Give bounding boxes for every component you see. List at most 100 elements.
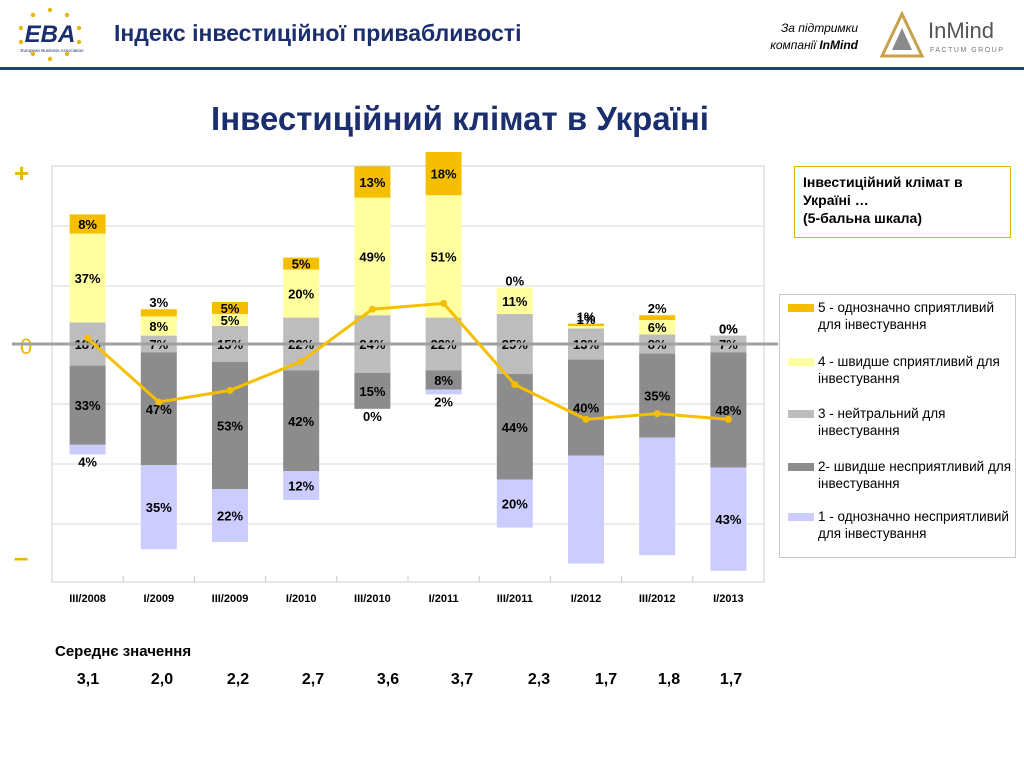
- bar-segment: [710, 352, 747, 468]
- average-point: [84, 334, 92, 342]
- legend-label: 3 - нейтральний для інвестування: [818, 406, 946, 438]
- average-line: [86, 301, 729, 421]
- data-label: 18%: [431, 167, 457, 182]
- data-label: 48%: [715, 403, 741, 418]
- legend-swatch: [788, 463, 814, 471]
- data-label: 44%: [502, 420, 528, 435]
- data-label: 49%: [359, 249, 385, 264]
- data-label: 13%: [359, 175, 385, 190]
- data-label: 20%: [502, 497, 528, 512]
- bar-segment: [212, 314, 248, 326]
- data-label: 33%: [75, 398, 101, 413]
- legend-label: 4 - швидше сприятливий для інвестування: [818, 354, 1000, 386]
- bar-segment: [425, 195, 462, 318]
- average-point: [653, 410, 661, 418]
- data-label: 5%: [292, 257, 311, 272]
- data-label: 8%: [149, 319, 168, 334]
- data-label: 42%: [288, 414, 314, 429]
- category-label: III/2008: [69, 593, 106, 605]
- bar-segment: [710, 467, 747, 571]
- legend-label: 5 - однозначно сприятливий для інвестува…: [818, 300, 994, 332]
- data-label: 37%: [75, 271, 101, 286]
- category-label: I/2012: [571, 593, 602, 605]
- bar-segment: [283, 269, 320, 318]
- data-label: 43%: [715, 512, 741, 527]
- data-label: 35%: [146, 500, 172, 515]
- average-value: 2,7: [301, 671, 325, 688]
- category-label: III/2010: [354, 593, 391, 605]
- category-label: I/2010: [286, 593, 317, 605]
- header-divider: [0, 67, 1024, 70]
- bar-segment: [283, 471, 320, 500]
- data-label: 0%: [719, 322, 738, 337]
- data-label: 2%: [434, 394, 453, 409]
- data-label: 12%: [288, 479, 314, 494]
- bar-segment: [69, 444, 106, 455]
- support-text: За підтримки компанії InMind: [740, 20, 858, 54]
- bar-segment: [639, 315, 676, 320]
- bar-segment: [496, 287, 533, 314]
- bar-segment: [69, 233, 106, 323]
- data-label: 1%: [577, 310, 596, 325]
- bar-segment: [425, 389, 462, 395]
- legend-title-line: (5-бальна шкала): [803, 210, 922, 226]
- category-label: I/2009: [144, 593, 175, 605]
- data-label: 0%: [363, 409, 382, 424]
- bar-segment: [354, 166, 391, 198]
- bar-segment: [354, 372, 391, 409]
- bar-segment: [212, 362, 248, 490]
- data-label: 5%: [221, 301, 240, 316]
- eba-logo-subtext: European Business Association: [20, 48, 84, 53]
- data-label: 0%: [505, 274, 524, 289]
- average-value: 3,7: [450, 671, 474, 688]
- bar-segment: [568, 326, 604, 329]
- bar-segment: [425, 152, 462, 196]
- average-point: [724, 415, 732, 423]
- average-point: [440, 299, 448, 307]
- support-company: InMind: [819, 38, 858, 52]
- legend-title-line: Інвестиційний клімат в Україні …: [803, 174, 963, 208]
- chart-legend: 5 - однозначно сприятливий для інвестува…: [779, 294, 1016, 558]
- category-label: III/2011: [497, 593, 533, 605]
- scale-plus-mark: +: [14, 158, 30, 188]
- bar-segment: [568, 359, 604, 456]
- data-label: 53%: [217, 419, 243, 434]
- support-line2: компанії: [770, 38, 816, 52]
- average-value: 2,3: [527, 671, 551, 688]
- category-label: III/2009: [212, 593, 249, 605]
- eba-logo: EBA European Business Association: [18, 7, 84, 62]
- data-label: 0%: [719, 322, 738, 337]
- inmind-logo-text: InMind: [928, 18, 994, 43]
- data-label: 2%: [648, 301, 667, 316]
- legend-swatch: [788, 410, 814, 418]
- average-point: [155, 398, 163, 406]
- category-label: III/2012: [639, 593, 676, 605]
- data-label: 20%: [288, 287, 314, 302]
- bar-segment: [639, 437, 676, 556]
- bar-segment: [639, 353, 676, 438]
- bar-segment: [140, 465, 177, 550]
- category-label: I/2011: [429, 593, 459, 605]
- bar-segment: [568, 455, 604, 564]
- data-label: 1%: [577, 312, 596, 327]
- average-value: 1,8: [657, 671, 681, 688]
- bar-segment: [639, 320, 676, 335]
- legend-title-box: Інвестиційний клімат в Україні … (5-бальн…: [794, 166, 1011, 238]
- average-title: Середнє значення: [55, 643, 192, 660]
- data-label: 51%: [431, 249, 457, 264]
- data-label: 5%: [221, 313, 240, 328]
- page-title: Інвестиційний клімат в Україні: [211, 100, 709, 137]
- header-bar: EBA European Business Association Індекс…: [0, 0, 1024, 68]
- data-label: 8%: [78, 217, 97, 232]
- bar-segment: [140, 316, 177, 336]
- average-value: 2,0: [150, 671, 174, 688]
- data-label: 35%: [644, 389, 670, 404]
- bar-segment: [140, 352, 177, 466]
- bar-segment: [496, 479, 533, 528]
- legend-swatch: [788, 304, 814, 312]
- average-point: [582, 415, 590, 423]
- category-label: I/2013: [713, 593, 744, 605]
- legend-label: 1 - однозначно несприятливий для інвесту…: [818, 509, 1009, 541]
- bar-segment: [69, 214, 106, 234]
